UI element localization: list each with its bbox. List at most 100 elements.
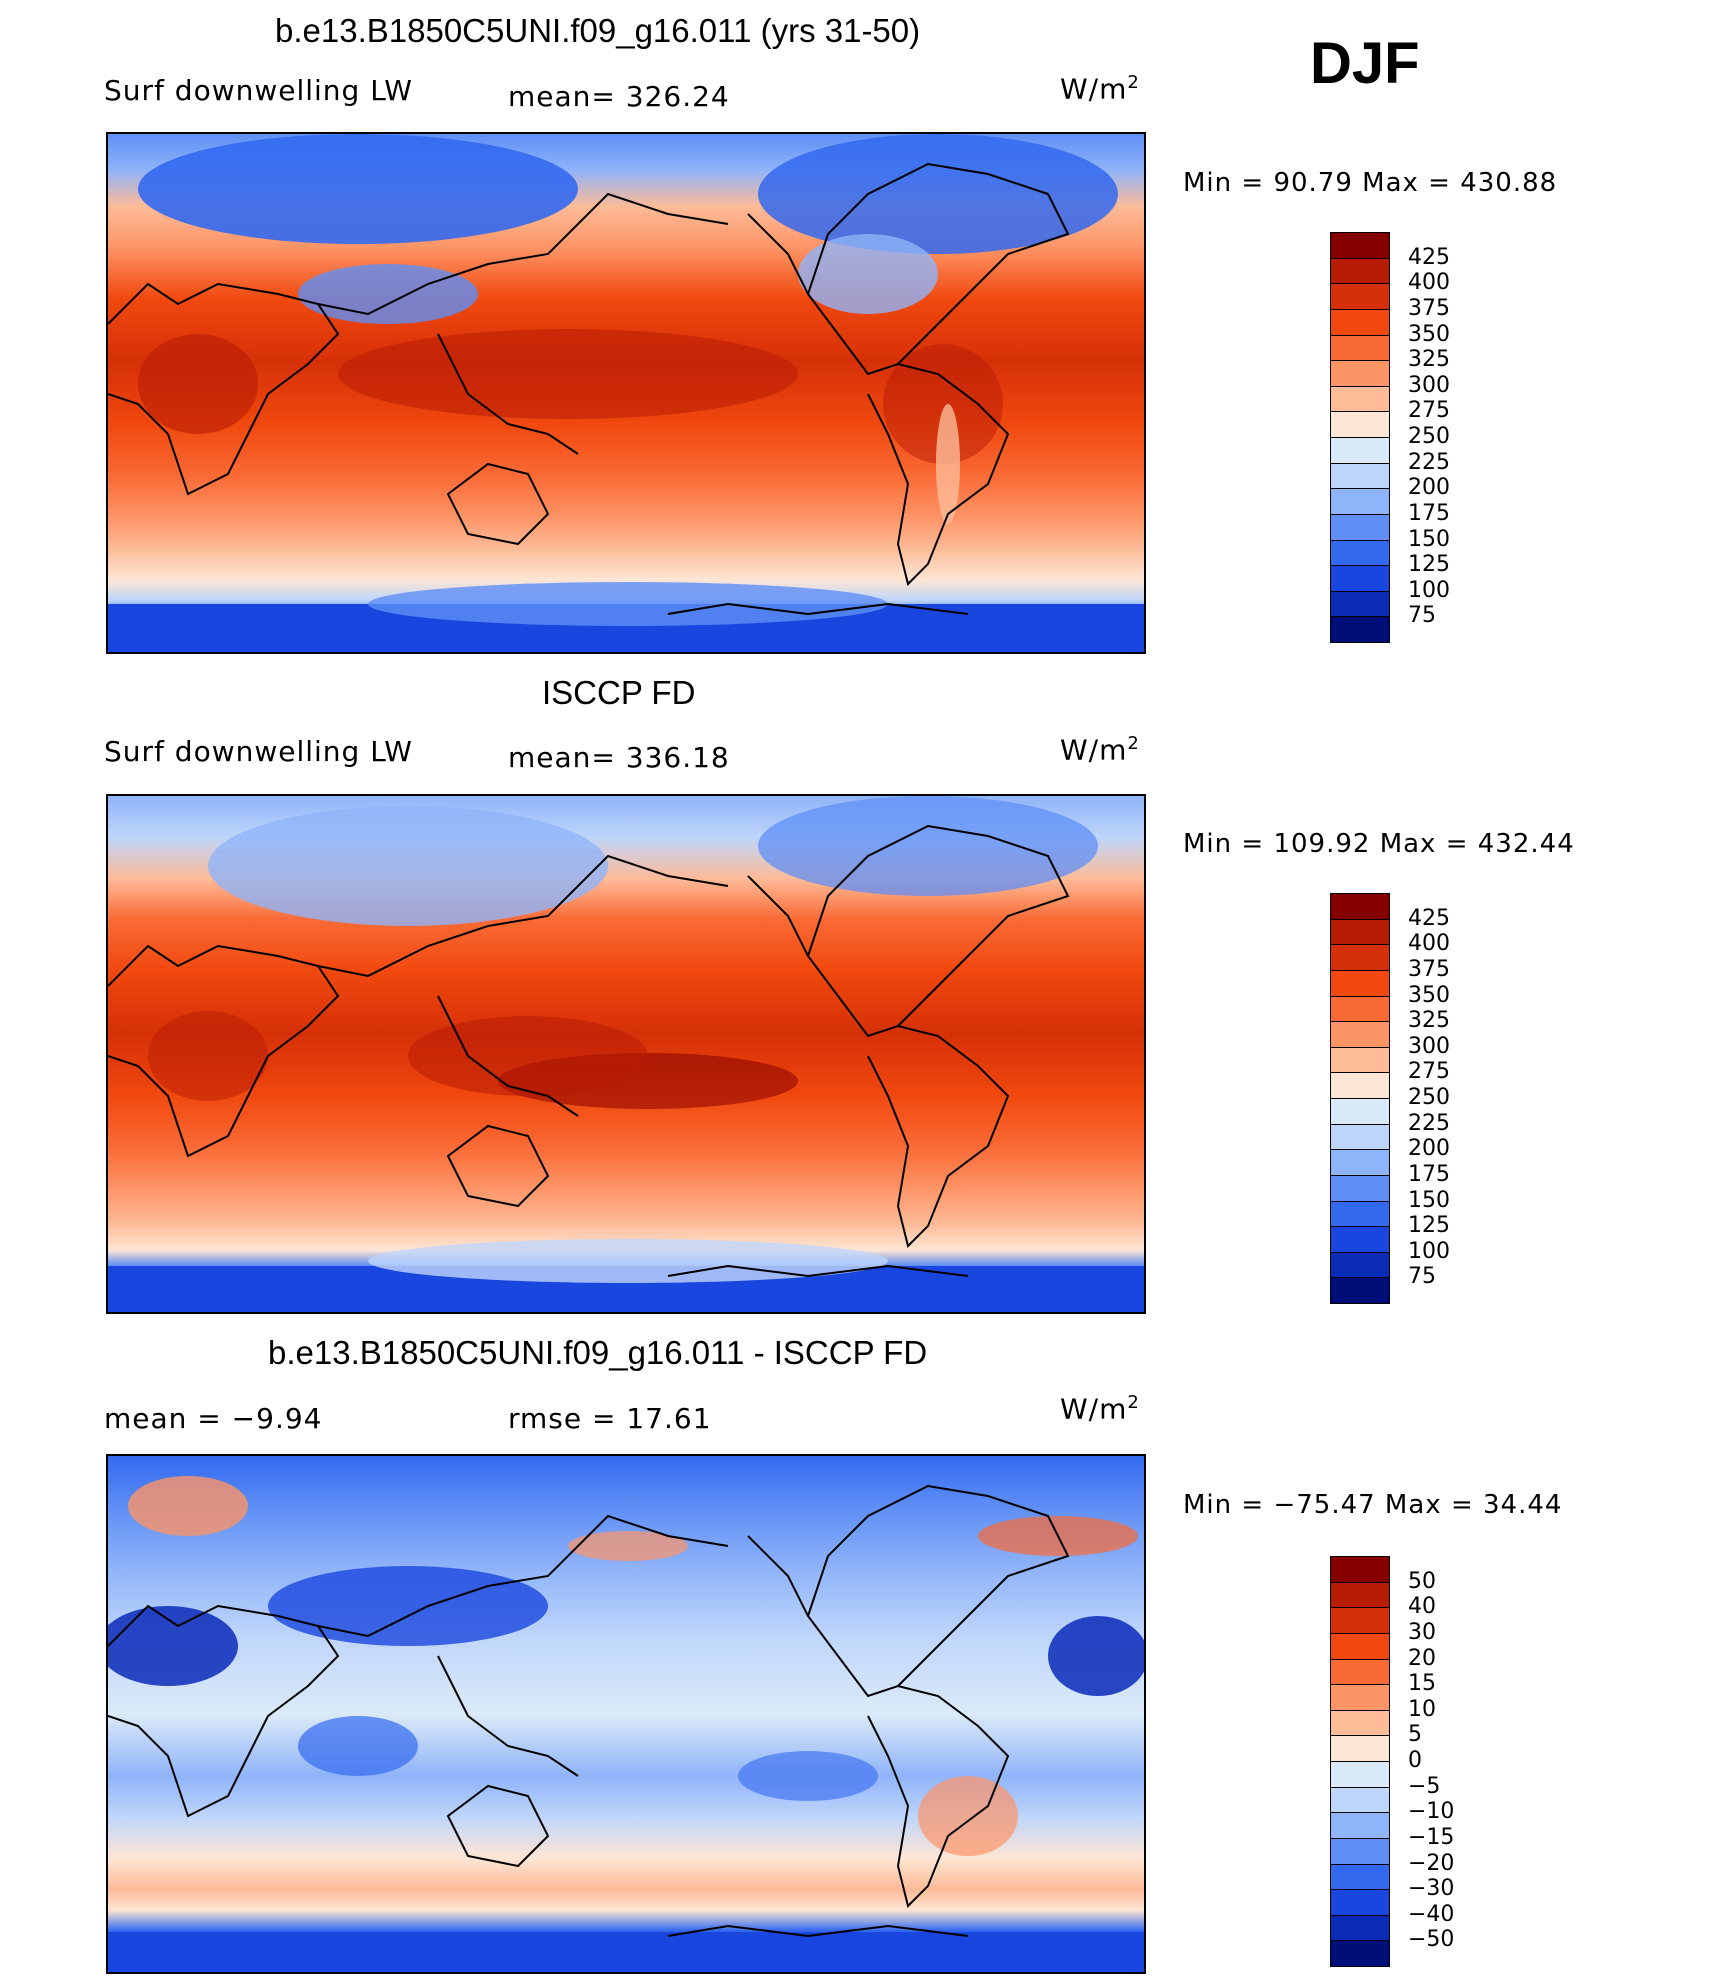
colorbar-label: 75 bbox=[1408, 603, 1436, 629]
colorbar-swatch bbox=[1330, 488, 1390, 515]
units-exponent: 2 bbox=[1127, 1392, 1140, 1413]
colorbar-label: 200 bbox=[1408, 475, 1450, 501]
units-exponent: 2 bbox=[1127, 72, 1140, 93]
colorbar-swatch bbox=[1330, 1940, 1390, 1967]
panel-3-map bbox=[106, 1454, 1146, 1974]
colorbar-swatch bbox=[1330, 1046, 1390, 1074]
colorbar-swatch bbox=[1330, 616, 1390, 643]
panel-1-title: b.e13.B1850C5UNI.f09_g16.011 (yrs 31-50) bbox=[275, 12, 921, 49]
units-exponent: 2 bbox=[1127, 733, 1140, 754]
colorbar-swatch bbox=[1330, 1607, 1390, 1634]
panel-2-variable-label: Surf downwelling LW bbox=[104, 735, 413, 768]
colorbar-label: 100 bbox=[1408, 577, 1450, 603]
panel-3-mean: mean = −9.94 bbox=[104, 1402, 323, 1435]
colorbar-swatch bbox=[1330, 918, 1390, 946]
colorbar-swatch bbox=[1330, 1786, 1390, 1814]
colorbar-swatch bbox=[1330, 360, 1390, 387]
colorbar-label: 125 bbox=[1408, 1213, 1450, 1239]
panel-3-map-plot bbox=[108, 1456, 1144, 1972]
colorbar-swatch bbox=[1330, 1226, 1390, 1253]
colorbar-label: 40 bbox=[1408, 1594, 1436, 1620]
colorbar-swatch bbox=[1330, 1914, 1390, 1942]
colorbar-label: −50 bbox=[1408, 1927, 1455, 1953]
colorbar-label: 150 bbox=[1408, 1187, 1450, 1213]
panel-1-mean: mean= 326.24 bbox=[508, 80, 730, 113]
panel-3-title: b.e13.B1850C5UNI.f09_g16.011 - ISCCP FD bbox=[268, 1334, 928, 1371]
panel-2-map-plot bbox=[108, 796, 1144, 1312]
colorbar-label: 50 bbox=[1408, 1568, 1436, 1594]
panel-2-title: ISCCP FD bbox=[542, 674, 696, 711]
colorbar-swatch bbox=[1330, 1684, 1390, 1711]
colorbar-swatch bbox=[1330, 1174, 1390, 1202]
panel-1-minmax: Min = 90.79 Max = 430.88 bbox=[1183, 168, 1558, 198]
colorbar-swatch bbox=[1330, 1632, 1390, 1660]
colorbar-label: 300 bbox=[1408, 1033, 1450, 1059]
colorbar-label: 350 bbox=[1408, 321, 1450, 347]
colorbar-swatch bbox=[1330, 1021, 1390, 1048]
colorbar-swatch bbox=[1330, 232, 1390, 259]
colorbar-label: −30 bbox=[1408, 1876, 1455, 1902]
colorbar-label: 325 bbox=[1408, 347, 1450, 373]
colorbar-label: 400 bbox=[1408, 270, 1450, 296]
units-base: W/m bbox=[1060, 1392, 1128, 1426]
colorbar-swatch bbox=[1330, 513, 1390, 541]
panel-1-map-plot bbox=[108, 134, 1144, 652]
colorbar-swatch bbox=[1330, 1889, 1390, 1916]
colorbar-swatch bbox=[1330, 1556, 1390, 1583]
colorbar-swatch bbox=[1330, 437, 1390, 464]
colorbar-swatch bbox=[1330, 1072, 1390, 1099]
units-base: W/m bbox=[1060, 733, 1128, 767]
colorbar-label: 225 bbox=[1408, 449, 1450, 475]
colorbar-swatch bbox=[1330, 1658, 1390, 1686]
colorbar-label: 325 bbox=[1408, 1008, 1450, 1034]
colorbar-label: 175 bbox=[1408, 1161, 1450, 1187]
colorbar-swatch bbox=[1330, 995, 1390, 1023]
colorbar-label: −20 bbox=[1408, 1850, 1455, 1876]
colorbar-swatch bbox=[1330, 411, 1390, 438]
colorbar-label: 425 bbox=[1408, 244, 1450, 270]
colorbar-swatch bbox=[1330, 1098, 1390, 1125]
colorbar-label: −5 bbox=[1408, 1773, 1441, 1799]
panel-3-units: W/m2 bbox=[1060, 1392, 1140, 1425]
colorbar-label: 250 bbox=[1408, 1085, 1450, 1110]
colorbar-swatch bbox=[1330, 1812, 1390, 1839]
colorbar-swatch bbox=[1330, 1709, 1390, 1737]
colorbar-label: 100 bbox=[1408, 1238, 1450, 1264]
colorbar-label: 15 bbox=[1408, 1671, 1436, 1697]
colorbar-label: 20 bbox=[1408, 1645, 1436, 1671]
colorbar-swatch bbox=[1330, 1863, 1390, 1891]
colorbar-swatch bbox=[1330, 1149, 1390, 1176]
colorbar-label: 5 bbox=[1408, 1722, 1422, 1748]
panel-3-rmse: rmse = 17.61 bbox=[508, 1402, 712, 1435]
colorbar-label: 175 bbox=[1408, 500, 1450, 526]
colorbar-swatch bbox=[1330, 539, 1390, 567]
colorbar-swatch bbox=[1330, 257, 1390, 285]
colorbar-label: 275 bbox=[1408, 398, 1450, 424]
colorbar-swatch bbox=[1330, 1761, 1390, 1788]
colorbar-label: −10 bbox=[1408, 1799, 1455, 1825]
colorbar-label: 425 bbox=[1408, 905, 1450, 931]
colorbar-swatch bbox=[1330, 893, 1390, 920]
colorbar-swatch bbox=[1330, 385, 1390, 413]
colorbar-swatch bbox=[1330, 1735, 1390, 1762]
colorbar-label: 300 bbox=[1408, 372, 1450, 398]
colorbar-swatch bbox=[1330, 1837, 1390, 1865]
colorbar-label: 125 bbox=[1408, 552, 1450, 578]
colorbar-label: 75 bbox=[1408, 1264, 1436, 1290]
colorbar-label: 10 bbox=[1408, 1696, 1436, 1722]
colorbar-label: −15 bbox=[1408, 1824, 1455, 1850]
colorbar-swatch bbox=[1330, 283, 1390, 310]
colorbar-swatch bbox=[1330, 1277, 1390, 1304]
colorbar-label: 375 bbox=[1408, 295, 1450, 321]
colorbar-label: 400 bbox=[1408, 931, 1450, 957]
colorbar-swatch bbox=[1330, 1123, 1390, 1151]
units-base: W/m bbox=[1060, 72, 1128, 106]
panel-2-mean: mean= 336.18 bbox=[508, 741, 730, 774]
panel-2-units: W/m2 bbox=[1060, 733, 1140, 766]
panel-1-map bbox=[106, 132, 1146, 654]
colorbar-swatch bbox=[1330, 565, 1390, 592]
panel-2-map bbox=[106, 794, 1146, 1314]
colorbar-swatch bbox=[1330, 944, 1390, 971]
colorbar-label: 275 bbox=[1408, 1059, 1450, 1085]
panel-3-minmax: Min = −75.47 Max = 34.44 bbox=[1183, 1490, 1563, 1520]
